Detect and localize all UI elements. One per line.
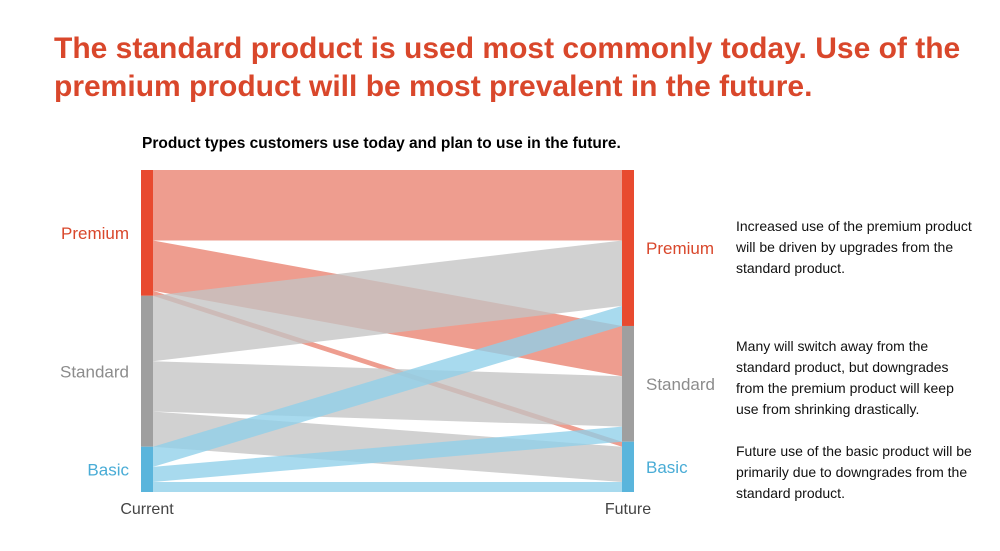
headline: The standard product is used most common… <box>54 32 961 103</box>
stage-label-current: Current <box>120 501 174 518</box>
flows-layer <box>153 170 622 492</box>
label-future-premium: Premium <box>646 239 714 258</box>
flow-basic-to-basic <box>153 481 622 492</box>
flow-standard-to-premium <box>153 240 622 362</box>
annotation-premium: Increased use of the premium product wil… <box>736 218 972 276</box>
nodes-layer <box>141 170 634 492</box>
node-future-basic <box>622 441 634 492</box>
node-labels-layer: Premium Premium Standard Standard Basic Basic <box>60 224 715 479</box>
label-future-basic: Basic <box>646 458 688 477</box>
annotation-standard: Many will switch away from the standard … <box>736 338 954 417</box>
node-future-premium <box>622 170 634 326</box>
node-current-premium <box>141 170 153 296</box>
label-current-basic: Basic <box>87 460 129 479</box>
flow-basic-to-premium <box>153 305 622 467</box>
label-future-standard: Standard <box>646 375 715 394</box>
node-current-basic <box>141 446 153 492</box>
node-current-standard <box>141 295 153 447</box>
chart-title: Product types customers use today and pl… <box>142 135 621 152</box>
annotation-basic: Future use of the basic product will be … <box>736 443 972 501</box>
label-current-premium: Premium <box>61 224 129 243</box>
flow-premium-to-premium <box>153 170 622 241</box>
node-future-standard <box>622 325 634 442</box>
stage-label-future: Future <box>605 501 651 518</box>
flow-basic-to-standard <box>153 426 622 482</box>
label-current-standard: Standard <box>60 362 129 381</box>
